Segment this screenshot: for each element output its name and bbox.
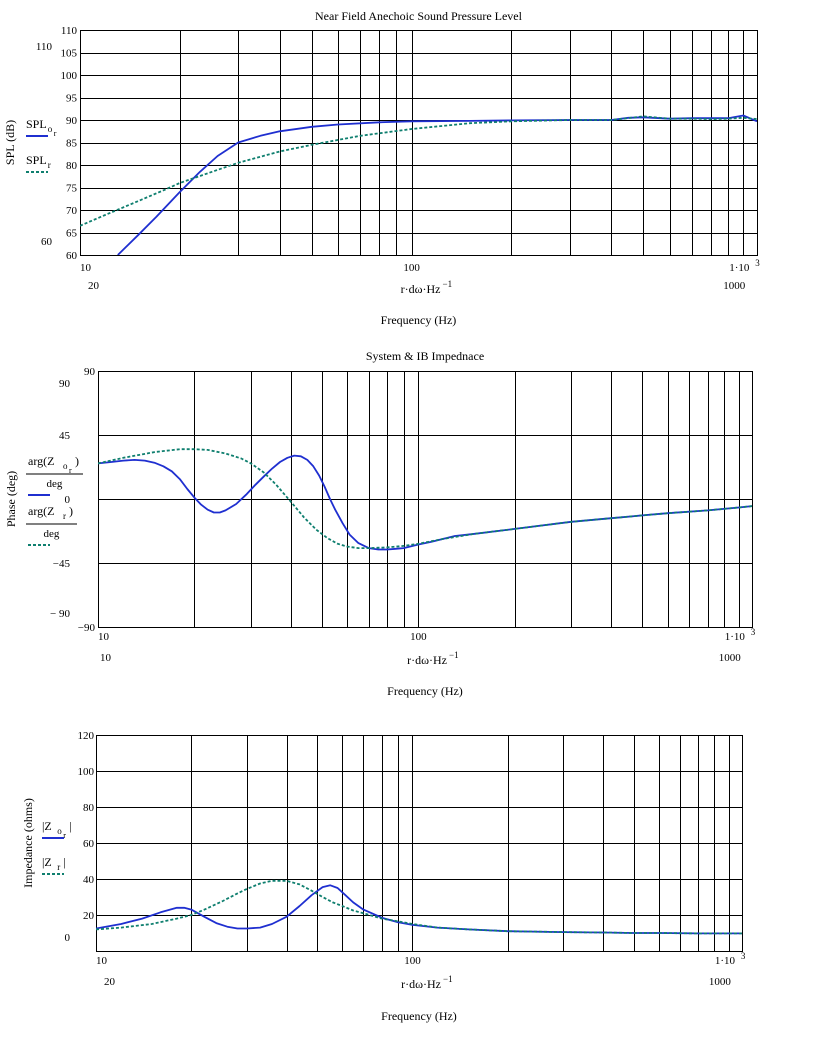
y-tick-label: 40 (83, 874, 95, 886)
chart-panel-3: 20 40 60 80 100 120 0 10 100 1·10 3 20 1000 r·dω·Hz −1… (21, 730, 746, 1023)
x-secondary-label: 1000 (719, 652, 742, 664)
x-tick-label: 10 (98, 631, 110, 643)
legend-subsubscript: r (69, 466, 72, 475)
legend-subsubscript: r (63, 831, 66, 840)
plot-frame (96, 735, 743, 952)
x-tick-label: 100 (404, 955, 421, 967)
legend-subscript: o (57, 826, 62, 836)
chart-title: Near Field Anechoic Sound Pressure Level (315, 9, 523, 23)
series-line-solid (96, 884, 742, 935)
y-tick-label: 80 (83, 802, 95, 814)
x-axis-label-exponent: −1 (443, 279, 453, 289)
series-line-solid (117, 114, 757, 255)
x-tick-exponent: 3 (751, 627, 756, 637)
x-tick-exponent: 3 (755, 258, 760, 268)
y-tick-label: −90 (78, 622, 96, 634)
legend-denominator: deg (47, 478, 63, 490)
y-outer-label: 90 (59, 378, 71, 390)
x-axis-label: Frequency (Hz) (381, 1009, 457, 1023)
y-tick-label: 60 (66, 250, 78, 262)
legend-entry: arg(Z o r) deg (26, 454, 83, 496)
y-tick-label: 60 (83, 838, 95, 850)
y-tick-label: 90 (84, 366, 96, 378)
legend-denominator: deg (44, 528, 60, 540)
y-axis-label: Impedance (ohms) (21, 798, 35, 888)
legend-subscript: r (48, 160, 51, 170)
legend-label: SPL (26, 153, 47, 167)
y-tick-label: 95 (66, 93, 78, 105)
legend-subscript: o (48, 124, 53, 134)
x-axis-label-expr: r·dω·Hz (407, 653, 447, 667)
y-tick-label: 100 (78, 766, 95, 778)
x-tick-label: 1·10 (715, 955, 736, 967)
legend-close: | (63, 855, 65, 869)
x-secondary-label: 20 (88, 280, 100, 292)
y-outer-label: 45 (59, 430, 71, 442)
legend-close: ) (75, 454, 79, 468)
y-axis-label: SPL (dB) (3, 120, 17, 165)
plot-frame (80, 30, 758, 256)
legend-label: |Z (42, 855, 52, 869)
x-tick-label: 100 (410, 631, 427, 643)
legend-entry: SPL r (26, 153, 51, 173)
y-outer-label: −45 (53, 558, 71, 570)
y-tick-label: 110 (61, 25, 78, 37)
y-tick-label: 80 (66, 160, 78, 172)
x-tick-exponent: 3 (741, 951, 746, 961)
legend-label: SPL (26, 117, 47, 131)
legend-close: | (69, 819, 71, 833)
x-tick-label: 10 (80, 262, 92, 274)
y-outer-label: − 90 (50, 608, 70, 620)
y-tick-label: 120 (78, 730, 95, 742)
series-line-dashed (98, 448, 752, 549)
y-tick-label: 75 (66, 183, 78, 195)
legend-entry: |Z r | (42, 855, 66, 875)
series-line-dashed (96, 879, 742, 935)
legend-subscript: o (63, 461, 68, 471)
y-outer-label: 0 (65, 494, 71, 506)
x-secondary-label: 10 (100, 652, 112, 664)
legend-subscript: r (63, 511, 66, 521)
x-axis-label-expr: r·dω·Hz (401, 282, 441, 296)
x-secondary-label: 1000 (723, 280, 746, 292)
y-tick-label: 20 (83, 910, 95, 922)
x-axis-label-exponent: −1 (449, 650, 459, 660)
legend-subscript: r (57, 862, 60, 872)
series-line-solid (98, 454, 752, 551)
plot-frame (98, 371, 753, 628)
legend-label: |Z (42, 819, 52, 833)
chart-panel-2: System & IB Impednace −90 90 90 45 0 −45 − 90 10… (4, 349, 756, 698)
legend-label: arg(Z (28, 504, 54, 518)
y-tick-label: 100 (61, 70, 78, 82)
x-axis-label-expr: r·dω·Hz (401, 977, 441, 991)
chart-panel-1: Near Field Anechoic Sound Pressure Level… (3, 9, 760, 327)
chart-title: System & IB Impednace (366, 349, 484, 363)
legend-entry: |Z o r| (42, 819, 72, 840)
x-tick-label: 1·10 (725, 631, 746, 643)
y-outer-label: 60 (41, 236, 53, 248)
x-tick-label: 1·10 (729, 262, 750, 274)
x-secondary-label: 1000 (709, 976, 732, 988)
x-tick-label: 100 (403, 262, 420, 274)
x-tick-label: 10 (96, 955, 108, 967)
y-outer-label: 110 (36, 41, 53, 53)
y-tick-label: 90 (66, 115, 78, 127)
legend-close: ) (69, 504, 73, 518)
y-tick-label: 85 (66, 138, 78, 150)
y-tick-label: 65 (66, 228, 78, 240)
legend-subsubscript: r (54, 129, 57, 138)
y-tick-label: 70 (66, 205, 78, 217)
legend-entry: SPL o r (26, 117, 57, 138)
y-tick-label: 105 (61, 48, 78, 60)
x-axis-label: Frequency (Hz) (387, 684, 463, 698)
series-line-dashed (80, 115, 757, 227)
x-axis-label-exponent: −1 (443, 974, 453, 984)
y-axis-label: Phase (deg) (4, 471, 18, 527)
x-secondary-label: 20 (104, 976, 116, 988)
x-axis-label: Frequency (Hz) (381, 313, 457, 327)
y-outer-label: 0 (65, 932, 71, 944)
legend-entry: arg(Z r) deg (26, 504, 77, 546)
legend-label: arg(Z (28, 454, 54, 468)
